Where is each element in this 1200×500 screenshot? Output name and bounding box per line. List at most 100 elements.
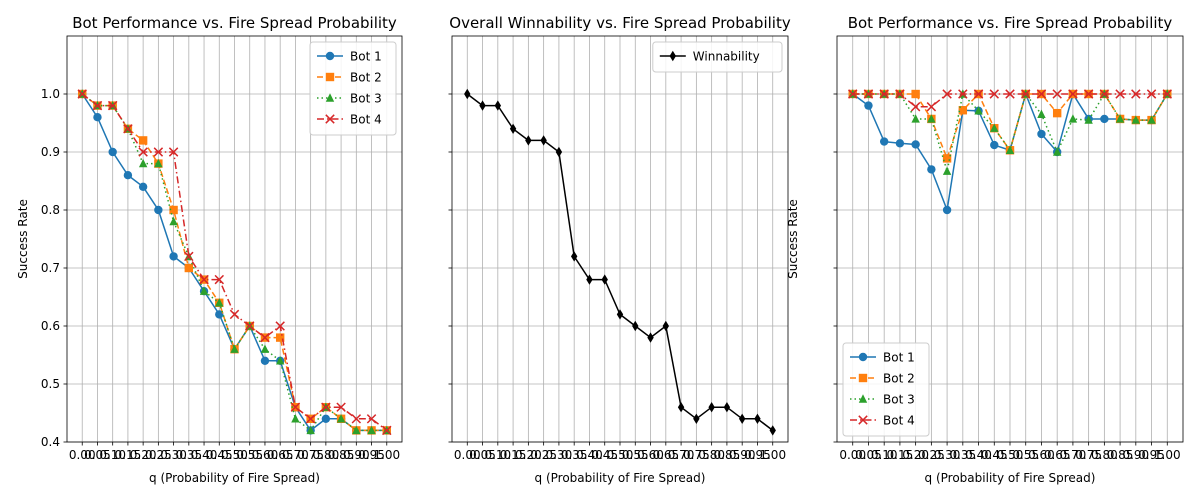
x-tick-label: 0.95 [358, 448, 385, 462]
data-point [926, 102, 937, 112]
data-point [1036, 89, 1047, 99]
legend-marker [325, 72, 335, 82]
series-line-3 [852, 92, 1168, 172]
series-line-3 [81, 93, 387, 432]
data-point [229, 309, 240, 320]
data-point [879, 89, 889, 99]
legend-label: Bot 3 [883, 393, 915, 407]
data-point [879, 137, 889, 146]
data-point [321, 402, 331, 412]
data-point [555, 146, 563, 158]
data-point [1052, 108, 1062, 118]
data-point [911, 140, 920, 149]
x-tick-label: 0.15 [887, 448, 914, 462]
data-point [275, 321, 285, 331]
legend-box [652, 41, 783, 73]
legend-label: Bot 2 [350, 71, 382, 85]
data-point [382, 425, 392, 436]
data-point [1005, 89, 1015, 99]
chart-panel-3: 0.000.050.100.150.200.250.300.350.400.45… [786, 14, 1184, 485]
data-point [138, 158, 148, 168]
legend: Bot 1 Bot 2 Bot 3 Bot 4 [842, 342, 930, 437]
data-point [336, 402, 346, 412]
data-point [107, 100, 118, 111]
x-tick-label: 0.80 [313, 448, 340, 462]
data-point [864, 101, 873, 110]
legend-label: Bot 4 [883, 414, 915, 428]
data-point [601, 274, 608, 285]
data-point [942, 166, 952, 175]
legend-label: Winnability [693, 50, 760, 64]
data-point [847, 89, 858, 99]
data-point [1131, 115, 1141, 124]
x-tick-label: 0.50 [221, 448, 248, 462]
y-axis-label: Success Rate [786, 199, 800, 279]
x-tick-label: 0.00 [839, 448, 866, 462]
x-tick-label: 0.25 [145, 448, 172, 462]
data-point [199, 286, 209, 295]
data-point [352, 425, 361, 435]
x-tick-label: 0.50 [997, 448, 1024, 462]
data-point [479, 100, 486, 111]
y-tick-label: 0.6 [41, 319, 60, 333]
x-tick-label: 0.20 [515, 448, 542, 462]
x-tick-label: 0.60 [637, 448, 664, 462]
axes-frame [836, 35, 1184, 443]
y-tick-label: 0.7 [41, 261, 60, 275]
x-tick-label: 0.45 [206, 448, 233, 462]
legend-label: Bot 1 [883, 351, 915, 365]
data-point [1037, 129, 1046, 139]
data-point [1020, 89, 1031, 99]
axes-frame [451, 35, 789, 443]
data-point [1083, 89, 1094, 99]
data-point [754, 413, 761, 424]
data-point [108, 147, 117, 157]
data-point [942, 205, 952, 215]
data-point [647, 332, 654, 343]
chart-panel-2: 0.000.050.100.150.200.250.300.350.400.45… [448, 14, 791, 485]
legend: Bot 1 Bot 2 Bot 3 Bot 4 [309, 41, 397, 136]
x-tick-label: 0.85 [1107, 448, 1134, 462]
data-point [616, 309, 624, 320]
x-tick-label: 1.00 [759, 448, 786, 462]
data-point [1037, 109, 1046, 118]
data-point [708, 402, 715, 413]
data-point [911, 114, 920, 123]
x-tick-label: 0.35 [175, 448, 202, 462]
legend-marker [858, 394, 868, 403]
data-point [927, 165, 936, 174]
data-point [154, 158, 163, 168]
x-tick-label: 0.40 [965, 448, 992, 462]
data-point [260, 344, 270, 353]
data-point [494, 100, 502, 111]
data-point [958, 106, 968, 115]
data-point [367, 425, 376, 435]
legend-label: Bot 2 [883, 372, 915, 386]
x-tick-label: 0.35 [949, 448, 976, 462]
x-axis-label: q (Probability of Fire Spread) [925, 471, 1096, 485]
data-point [910, 102, 921, 112]
data-point [169, 205, 178, 215]
data-point [769, 425, 776, 436]
data-point [138, 147, 148, 157]
x-tick-label: 0.60 [1028, 448, 1055, 462]
data-point [738, 413, 746, 424]
data-point [1099, 89, 1110, 99]
data-point [154, 205, 163, 215]
data-point [336, 414, 346, 423]
data-point [1068, 114, 1078, 123]
data-point [123, 124, 133, 134]
data-point [1005, 145, 1015, 154]
y-tick-label: 1.0 [41, 87, 60, 101]
data-point [989, 89, 1000, 99]
data-point [184, 263, 194, 273]
data-point [990, 140, 999, 150]
x-tick-label: 0.30 [546, 448, 573, 462]
y-tick-label: 0.4 [41, 435, 60, 449]
data-point [1052, 89, 1062, 99]
data-point [863, 89, 874, 99]
x-tick-label: 0.85 [328, 448, 355, 462]
x-tick-label: 0.70 [1060, 448, 1087, 462]
data-point [244, 321, 255, 331]
legend-marker [669, 50, 676, 62]
